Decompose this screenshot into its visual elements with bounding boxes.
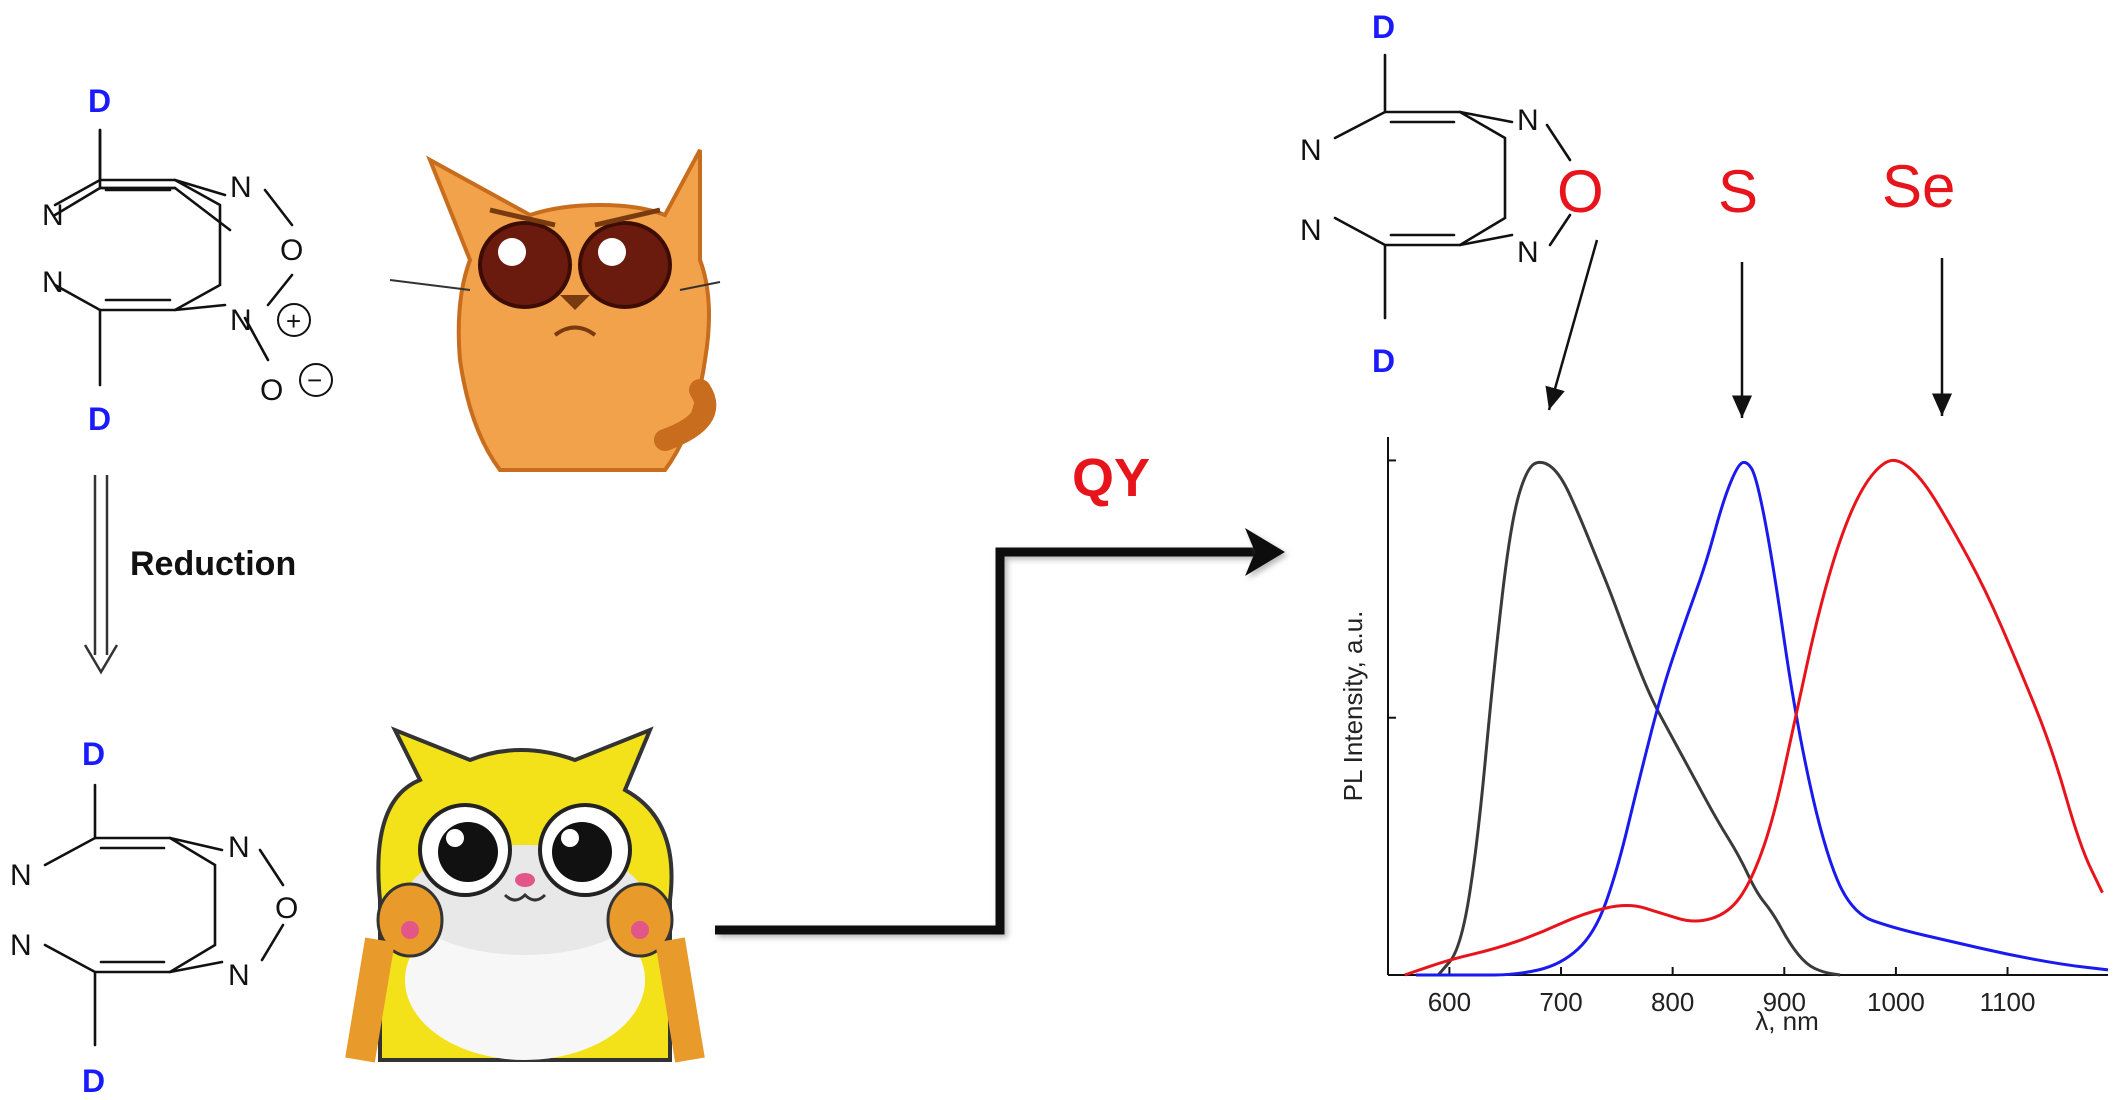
atom-n1: N [42, 199, 64, 232]
x-tick-label: 600 [1428, 987, 1471, 1017]
donor-label-top: D [1372, 9, 1395, 45]
donor-label-top: D [82, 736, 105, 772]
pointer-arrow-o [1545, 239, 1599, 411]
atom-n3: N [228, 831, 250, 864]
y-axis-label: PL Intensity, a.u. [1338, 611, 1368, 802]
plus-charge-icon [277, 303, 311, 337]
atom-o-ring: O [280, 234, 303, 267]
reduction-arrow [83, 475, 119, 675]
minus-charge-icon [299, 363, 333, 397]
atom-n4: N [1517, 236, 1539, 269]
series-line-se [1404, 458, 2104, 977]
x-tick-label: 900 [1763, 987, 1806, 1017]
series-line-o [1437, 460, 1841, 977]
molecule-top: N N N O N O + − D D [42, 83, 333, 437]
donor-label-bottom: D [82, 1063, 105, 1099]
qy-arrow [715, 528, 1285, 935]
series-line-s [1415, 460, 2109, 977]
x-tick-label: 1000 [1867, 987, 1925, 1017]
x-tick-label: 700 [1539, 987, 1582, 1017]
x-tick-label: 1100 [1980, 987, 2036, 1017]
charge-plus: + [286, 306, 301, 336]
atom-n2: N [42, 266, 64, 299]
qy-label: QY [1072, 448, 1150, 508]
reduction-label: Reduction [130, 545, 296, 583]
donor-label-bottom: D [88, 401, 111, 437]
x-tick-label: 800 [1651, 987, 1694, 1017]
atom-n3: N [1517, 104, 1539, 137]
molecule-right: N N N N O D D [1300, 9, 1604, 379]
x-axis-label: λ, nm [1755, 1006, 1819, 1036]
series-label-s: S [1718, 158, 1758, 225]
happy-cat-icon [345, 726, 705, 1063]
molecule-bottom: N N N O N D D [10, 736, 298, 1099]
atom-n2: N [1300, 214, 1322, 247]
sad-cat-icon [389, 149, 721, 472]
donor-label-bottom: D [1372, 343, 1395, 379]
atom-n3: N [230, 171, 252, 204]
atom-n1: N [10, 859, 32, 892]
series-label-se: Se [1882, 153, 1955, 220]
heteroatom-o: O [1557, 158, 1604, 225]
charge-minus: − [307, 365, 322, 395]
atom-n4: N [228, 959, 250, 992]
donor-label-top: D [88, 83, 111, 119]
atom-n2: N [10, 929, 32, 962]
atom-o-ring: O [275, 892, 298, 925]
pl-spectra-chart: 600 700 800 900 1000 1100 λ, nm PL Intensity,… [1338, 437, 2109, 1036]
atom-n-plus: N [230, 304, 252, 337]
atom-o-minus: O [260, 374, 283, 407]
atom-n1: N [1300, 134, 1322, 167]
